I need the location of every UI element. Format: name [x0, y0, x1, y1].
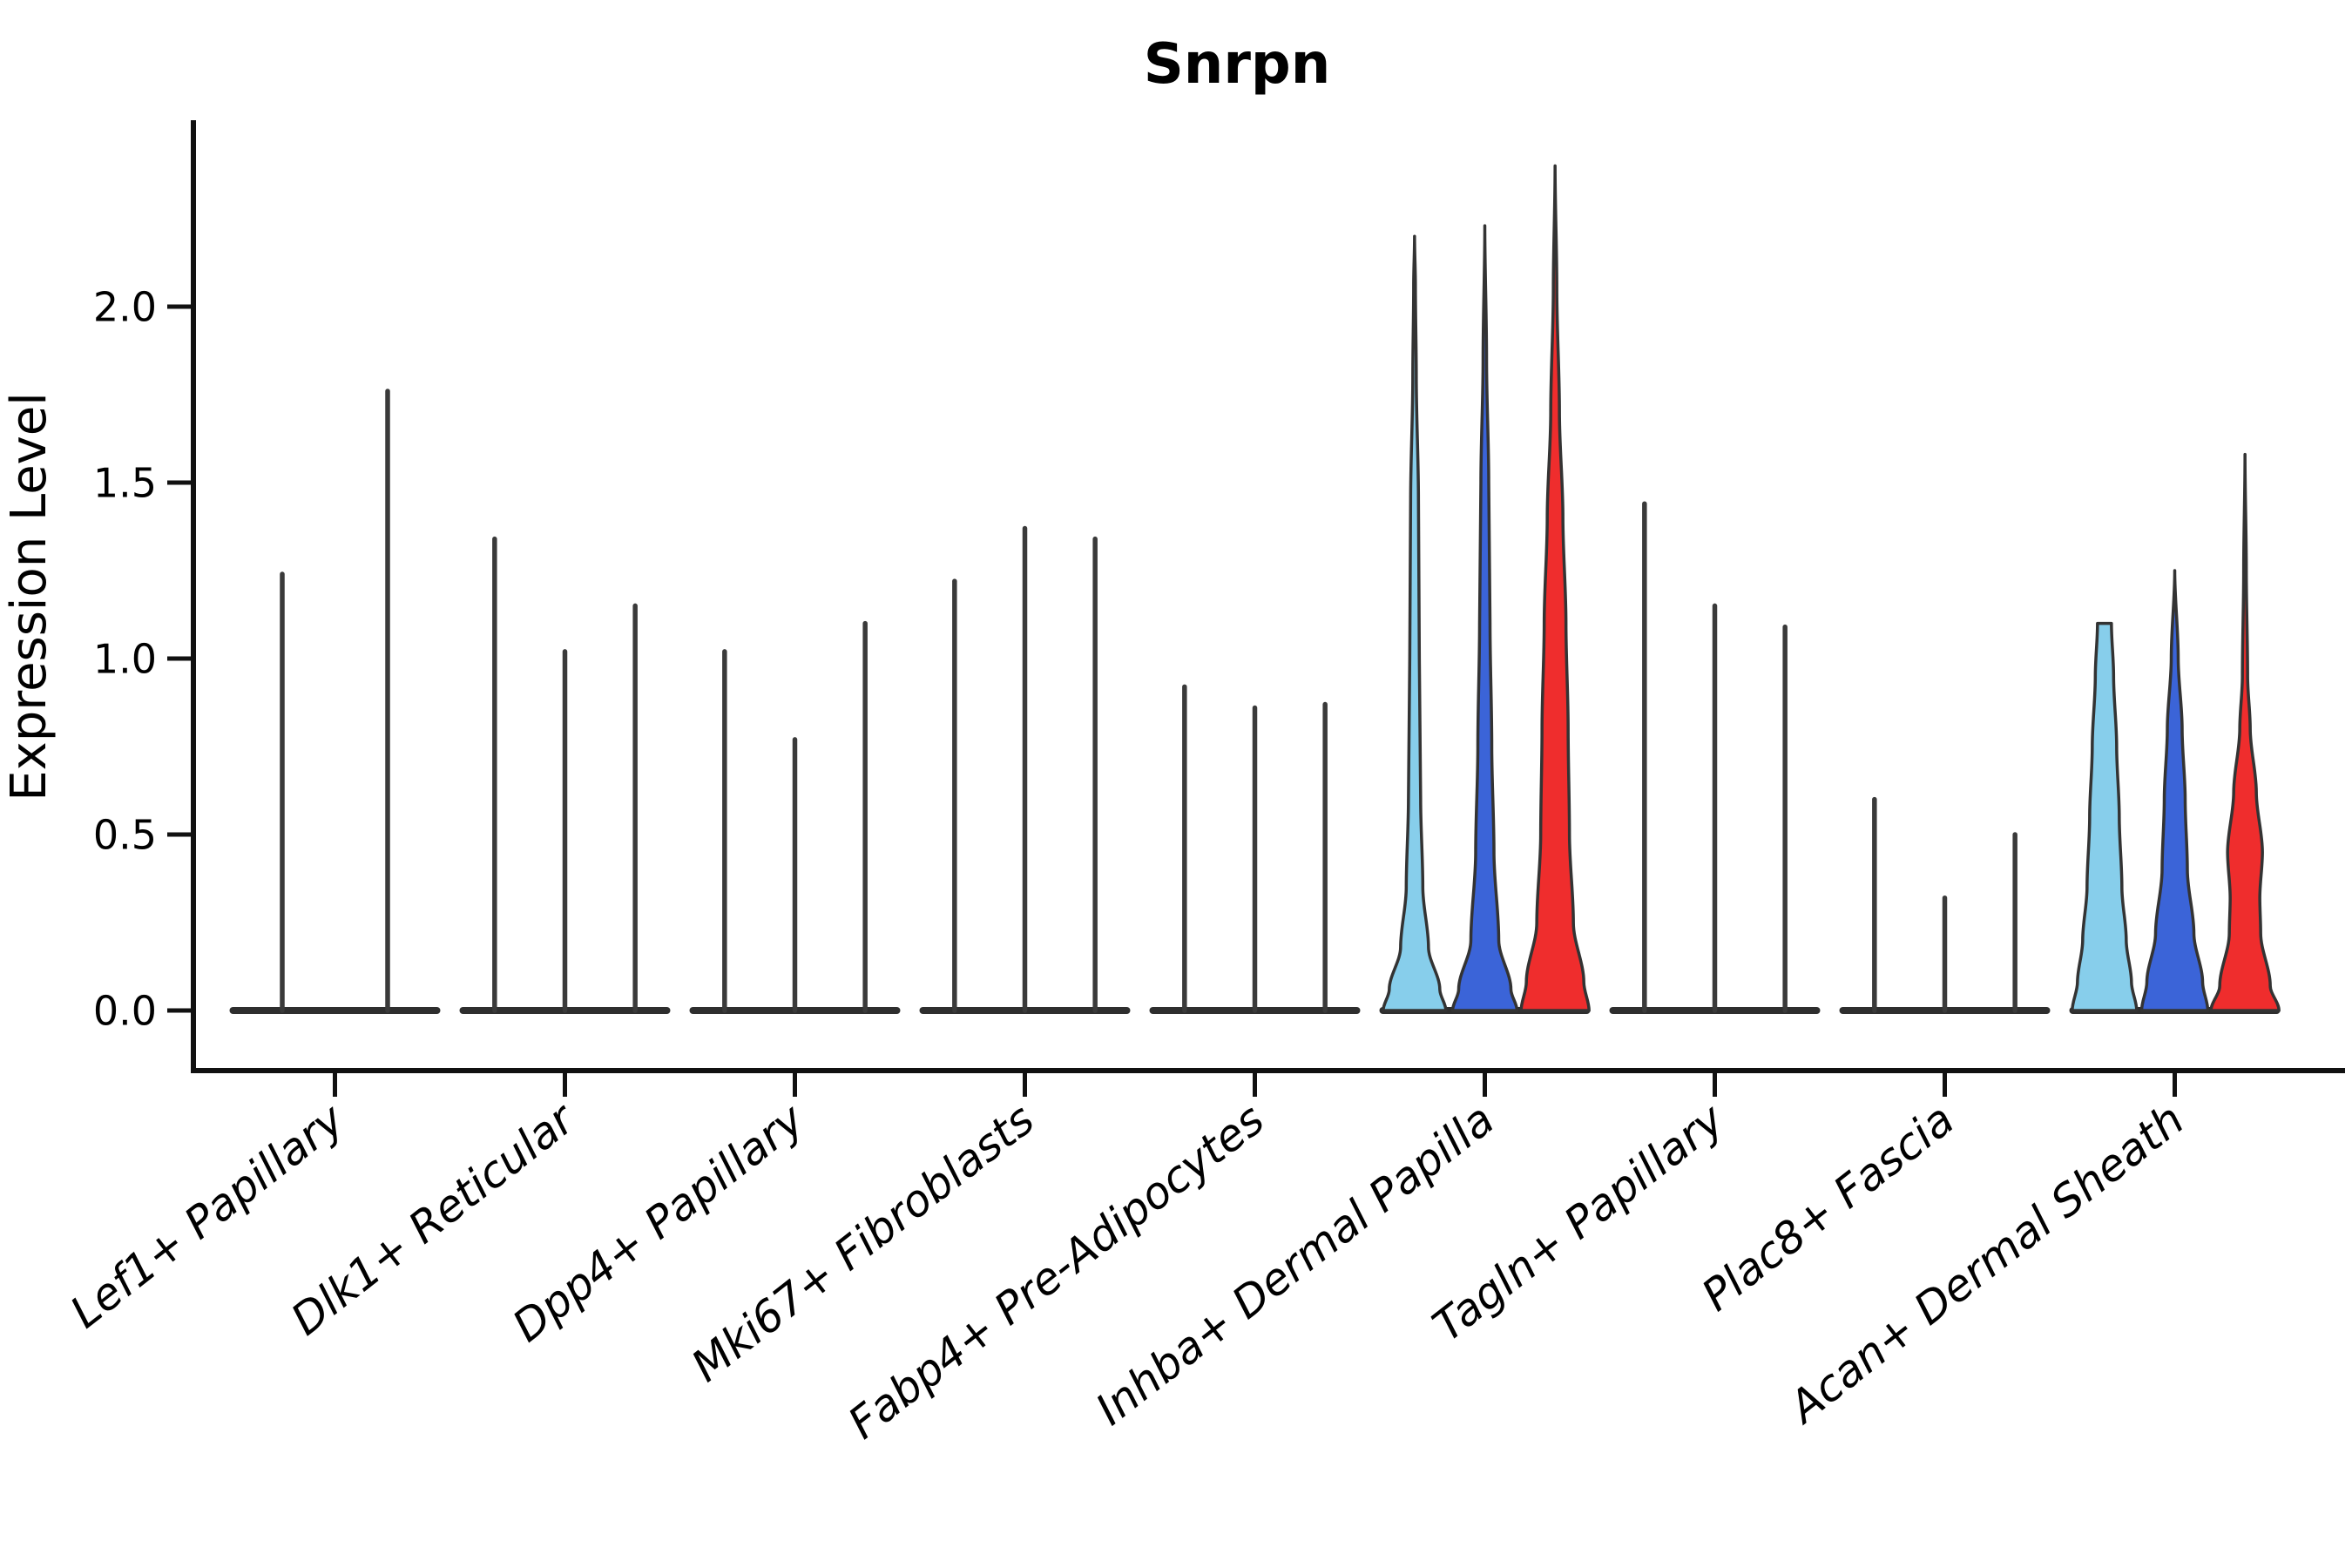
violin-skyblue [2071, 621, 2139, 1012]
chart-title: Snrpn [1144, 32, 1331, 97]
violin-red [1519, 164, 1591, 1012]
x-tick-label: Acan+ Dermal Sheath [1778, 1094, 2193, 1434]
y-axis-label: Expression Level [1, 392, 57, 801]
y-tick-label: 1.5 [93, 460, 157, 507]
violin-skyblue [1382, 234, 1448, 1012]
y-tick-label: 2.0 [93, 284, 157, 331]
x-tick-label: Fabp4+ Pre-Adipocytes [839, 1094, 1274, 1450]
violin-royalblue [1450, 224, 1519, 1012]
axes-layer [167, 120, 2345, 1097]
y-tick-label: 0.5 [93, 812, 157, 859]
violin-red [2209, 452, 2281, 1012]
violin-royalblue [2139, 569, 2210, 1012]
y-tick-label: 0.0 [93, 988, 157, 1035]
x-tick-label: Inhba+ Dermal Papilla [1086, 1094, 1504, 1436]
violin-layer [229, 164, 2281, 1014]
y-tick-label: 1.0 [93, 636, 157, 683]
